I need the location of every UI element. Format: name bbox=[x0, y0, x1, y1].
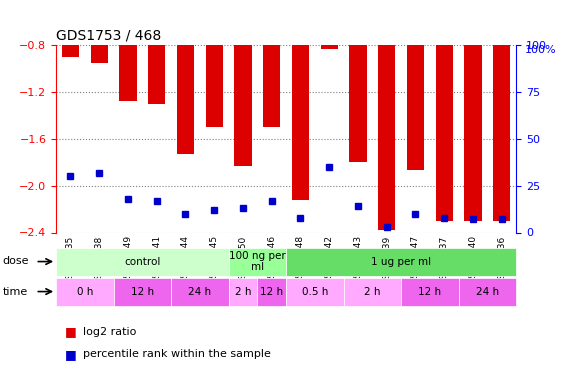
Text: 2 h: 2 h bbox=[234, 286, 251, 297]
Bar bbox=[56, 278, 113, 306]
Bar bbox=[229, 278, 257, 306]
Text: GDS1753 / 468: GDS1753 / 468 bbox=[56, 28, 162, 42]
Text: 24 h: 24 h bbox=[476, 286, 499, 297]
Bar bbox=[465, 0, 481, 221]
Bar bbox=[292, 0, 309, 200]
Text: 0 h: 0 h bbox=[77, 286, 93, 297]
Text: percentile rank within the sample: percentile rank within the sample bbox=[83, 350, 271, 359]
Text: 24 h: 24 h bbox=[188, 286, 211, 297]
Text: 100%: 100% bbox=[525, 45, 557, 55]
Text: ■: ■ bbox=[65, 348, 76, 361]
Bar bbox=[62, 0, 79, 57]
Bar bbox=[286, 248, 516, 276]
Bar bbox=[119, 0, 136, 101]
Text: 12 h: 12 h bbox=[419, 286, 442, 297]
Bar bbox=[320, 0, 338, 48]
Bar bbox=[343, 278, 401, 306]
Text: control: control bbox=[124, 256, 160, 267]
Bar bbox=[171, 278, 229, 306]
Bar bbox=[401, 278, 459, 306]
Bar bbox=[229, 248, 286, 276]
Bar bbox=[90, 0, 108, 63]
Bar bbox=[493, 0, 511, 221]
Bar bbox=[286, 278, 343, 306]
Bar bbox=[234, 0, 251, 166]
Bar bbox=[378, 0, 396, 230]
Bar bbox=[263, 0, 280, 127]
Bar bbox=[205, 0, 223, 127]
Bar bbox=[350, 0, 366, 162]
Text: 12 h: 12 h bbox=[260, 286, 283, 297]
Text: 12 h: 12 h bbox=[131, 286, 154, 297]
Bar bbox=[113, 278, 171, 306]
Bar bbox=[459, 278, 516, 306]
Bar bbox=[177, 0, 194, 154]
Bar bbox=[257, 278, 286, 306]
Text: 100 ng per
ml: 100 ng per ml bbox=[229, 251, 286, 272]
Text: time: time bbox=[3, 287, 28, 297]
Bar bbox=[435, 0, 453, 221]
Text: log2 ratio: log2 ratio bbox=[83, 327, 136, 337]
Text: ■: ■ bbox=[65, 326, 76, 338]
Text: 2 h: 2 h bbox=[364, 286, 380, 297]
Text: dose: dose bbox=[3, 256, 29, 266]
Bar bbox=[148, 0, 165, 104]
Text: 0.5 h: 0.5 h bbox=[302, 286, 328, 297]
Text: 1 ug per ml: 1 ug per ml bbox=[371, 256, 431, 267]
Bar bbox=[407, 0, 424, 170]
Bar bbox=[56, 248, 229, 276]
